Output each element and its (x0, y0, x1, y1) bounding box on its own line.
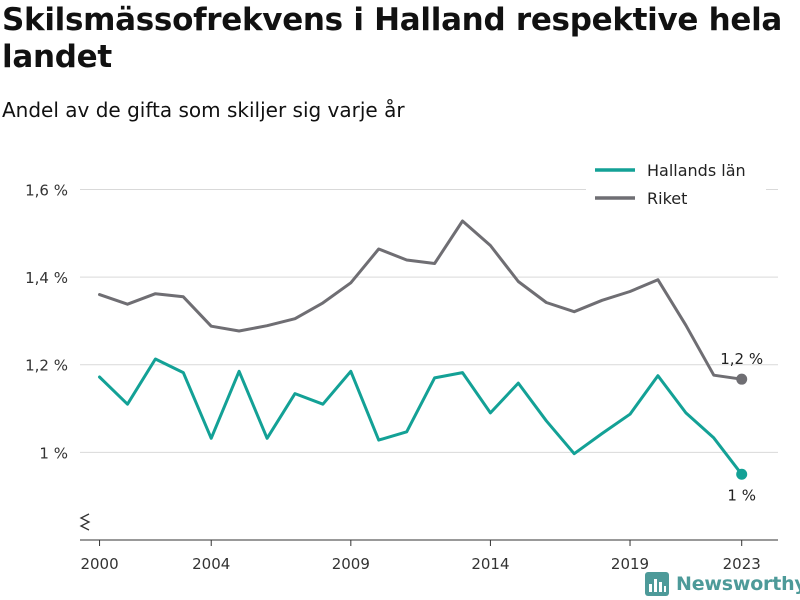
series-end-point-2 (736, 373, 748, 385)
legend-box (586, 155, 766, 210)
x-tick-label: 2004 (192, 555, 230, 573)
brand-name: Newsworthy (676, 573, 800, 595)
x-tick-label: 2014 (471, 555, 509, 573)
x-tick-label: 2019 (611, 555, 649, 573)
x-tick-label: 2009 (332, 555, 370, 573)
chart-title: Skilsmässofrekvens i Halland respektive … (2, 2, 783, 75)
y-tick-label: 1,6 % (25, 181, 68, 199)
y-tick-label: 1 % (39, 444, 68, 462)
chart-subtitle: Andel av de gifta som skiljer sig varje … (2, 98, 405, 122)
series-line-2 (98, 219, 744, 381)
legend-label-1: Hallands län (647, 161, 746, 180)
series-end-point-1 (736, 468, 748, 480)
series-end-label-2: 1,2 % (720, 350, 763, 368)
x-tick-label: 2000 (80, 555, 118, 573)
series-line-1 (98, 357, 744, 476)
x-tick-label: 2023 (723, 555, 761, 573)
series-end-label-1: 1 % (727, 486, 756, 504)
newsworthy-logo: Newsworthy (645, 569, 800, 599)
axis-break-icon (79, 513, 91, 531)
legend-label-2: Riket (647, 189, 687, 208)
y-tick-label: 1,2 % (25, 357, 68, 375)
y-tick-label: 1,4 % (25, 269, 68, 287)
bar-chart-icon (645, 572, 669, 596)
